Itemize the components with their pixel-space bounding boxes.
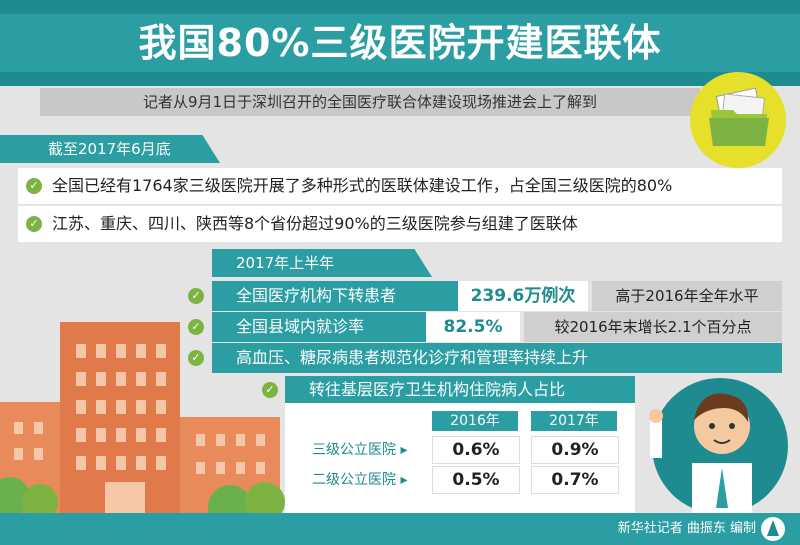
fact-row [18, 168, 782, 204]
metric-value: 239.6万例次 [458, 281, 588, 311]
metric-label: 高血压、糖尿病患者规范化诊疗和管理率持续上升 [212, 343, 782, 373]
ratio-value: 0.7% [531, 466, 619, 494]
check-icon: ✓ [188, 288, 204, 304]
fact-row [18, 206, 782, 242]
title-band [0, 14, 800, 72]
section-tab-h1-label: 2017年上半年 [236, 254, 335, 272]
check-icon: ✓ [188, 319, 204, 335]
xinhua-logo-icon [761, 517, 785, 541]
metric-value: 82.5% [426, 312, 520, 342]
ratio-value: 0.6% [432, 436, 520, 464]
ratio-value: 0.5% [432, 466, 520, 494]
hospital-illustration [0, 322, 285, 517]
check-icon: ✓ [26, 216, 42, 232]
subtitle: 记者从9月1日于深圳召开的全国医疗联合体建设现场推进会上了解到 [142, 93, 598, 111]
subtitle-bar [40, 88, 700, 116]
year-header: 2017年 [531, 411, 617, 431]
page-title: 我国80%三级医院开建医联体 [138, 21, 662, 65]
metric-label: 全国县域内就诊率 [212, 312, 426, 342]
fact-text: 全国已经有1764家三级医院开展了多种形式的医联体建设工作，占全国三级医院的80… [52, 176, 673, 195]
panel-title: 转往基层医疗卫生机构住院病人占比 [285, 376, 635, 404]
folder-icon [709, 87, 769, 146]
year-header: 2016年 [432, 411, 518, 431]
fact-text: 江苏、重庆、四川、陕西等8个省份超过90%的三级医院参与组建了医联体 [52, 214, 578, 233]
check-icon: ✓ [26, 178, 42, 194]
section-tab-h1 [212, 249, 432, 277]
row-label: 二级公立医院 ▸ [312, 472, 408, 488]
row-label: 三级公立医院 ▸ [312, 442, 408, 458]
check-icon: ✓ [262, 382, 278, 398]
metric-label: 全国医疗机构下转患者 [212, 281, 458, 311]
section-tab-june [0, 135, 220, 163]
footer-credit: 新华社记者 曲振东 编制 [617, 521, 756, 536]
metric-note: 高于2016年全年水平 [592, 281, 782, 311]
section-tab-june-label: 截至2017年6月底 [48, 140, 171, 158]
footer-bar [0, 513, 800, 545]
doctor-illustration [649, 378, 788, 513]
metric-note: 较2016年末增长2.1个百分点 [524, 312, 782, 342]
ratio-value: 0.9% [531, 436, 619, 464]
check-icon: ✓ [188, 350, 204, 366]
